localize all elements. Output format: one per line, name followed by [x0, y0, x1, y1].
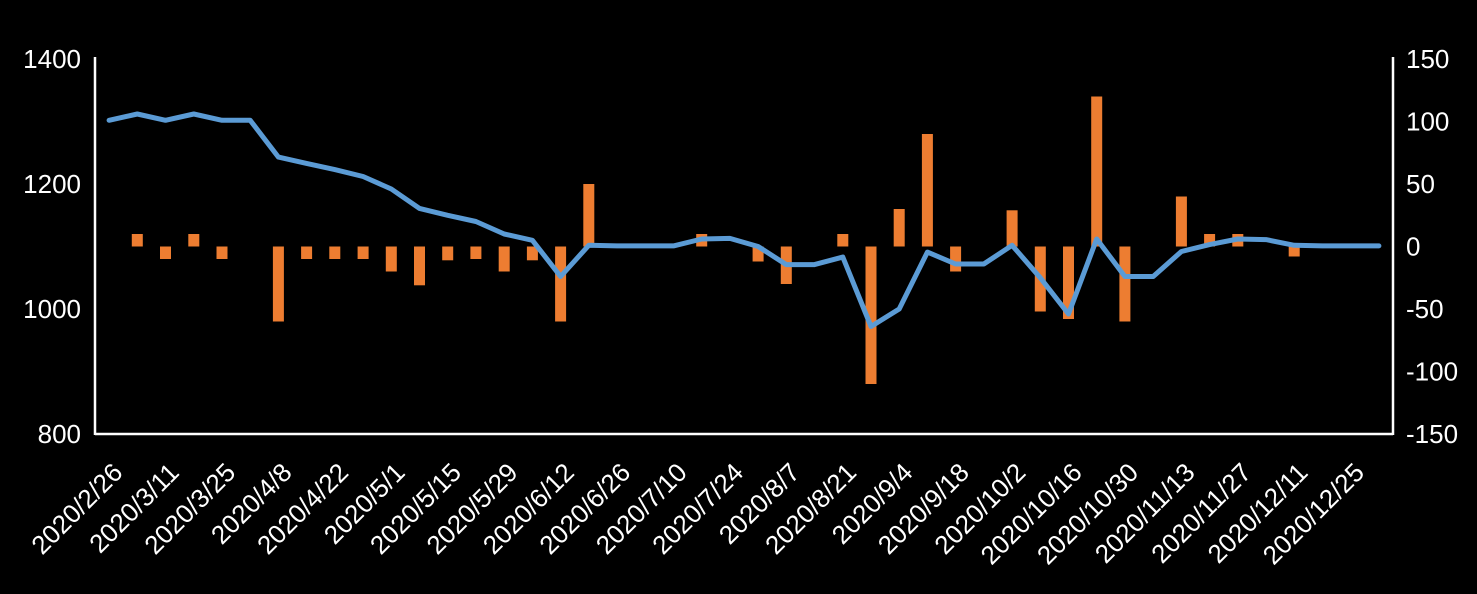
weekly-change-bar	[1119, 246, 1131, 322]
weekly-change-bar	[385, 246, 397, 272]
left-axis-tick-label: 1200	[23, 169, 81, 199]
weekly-change-bar	[921, 134, 933, 247]
weekly-change-bar	[498, 246, 510, 272]
right-axis-tick-label: -150	[1406, 419, 1458, 449]
left-axis-tick-label: 1400	[23, 44, 81, 74]
weekly-change-bar	[837, 234, 849, 247]
right-axis-tick-label: -100	[1406, 357, 1458, 387]
right-axis-tick-label: 100	[1406, 107, 1449, 137]
weekly-change-bar	[131, 234, 143, 247]
weekly-change-bar	[1204, 234, 1216, 247]
left-axis-tick-label: 800	[38, 419, 81, 449]
right-axis-tick-label: -50	[1406, 294, 1444, 324]
weekly-change-bar	[329, 246, 341, 259]
level-line-series	[106, 111, 1382, 329]
weekly-change-bar	[160, 246, 171, 259]
weekly-change-bar	[216, 246, 228, 259]
right-axis-tick-label: 50	[1406, 169, 1435, 199]
weekly-change-bar	[1063, 246, 1074, 319]
right-axis-tick-label: 150	[1406, 44, 1449, 74]
weekly-change-bar	[583, 184, 595, 247]
weekly-change-bar	[301, 246, 313, 259]
right-axis-tick-label: 0	[1406, 232, 1420, 262]
weekly-change-bar	[357, 246, 369, 259]
weekly-change-bar	[414, 246, 425, 286]
weekly-change-bar	[865, 246, 877, 384]
left-axis-tick-label: 1000	[23, 294, 81, 324]
weekly-change-bar	[526, 246, 538, 261]
weekly-change-bar	[188, 234, 200, 247]
weekly-change-bar	[752, 246, 764, 262]
weekly-change-bar	[950, 246, 962, 272]
weekly-change-bar	[1006, 210, 1018, 247]
weekly-change-bar	[470, 246, 482, 259]
weekly-change-bar	[442, 246, 454, 261]
weekly-change-bar	[1175, 196, 1187, 247]
weekly-change-bar	[893, 209, 905, 247]
weekly-change-bar	[1288, 246, 1300, 257]
weekly-change-bar	[272, 246, 284, 322]
weekly-change-bar	[1091, 96, 1103, 247]
weekly-change-bar	[555, 246, 567, 322]
